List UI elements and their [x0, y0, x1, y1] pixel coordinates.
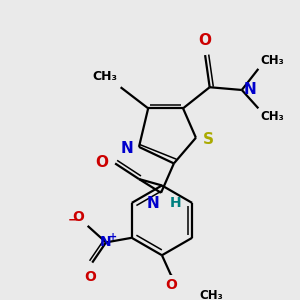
Text: O: O: [85, 270, 96, 284]
Text: −: −: [68, 214, 78, 227]
Text: O: O: [165, 278, 177, 292]
Text: CH₃: CH₃: [260, 110, 284, 123]
Text: O: O: [199, 33, 212, 48]
Text: +: +: [109, 232, 117, 242]
Text: N: N: [121, 141, 134, 156]
Text: N: N: [244, 82, 256, 98]
Text: CH₃: CH₃: [200, 289, 223, 300]
Text: CH₃: CH₃: [93, 70, 118, 83]
Text: O: O: [72, 210, 84, 224]
Text: H: H: [170, 196, 182, 210]
Text: N: N: [146, 196, 159, 211]
Text: O: O: [95, 155, 108, 170]
Text: S: S: [203, 132, 214, 147]
Text: N: N: [100, 236, 112, 249]
Text: CH₃: CH₃: [260, 54, 284, 67]
